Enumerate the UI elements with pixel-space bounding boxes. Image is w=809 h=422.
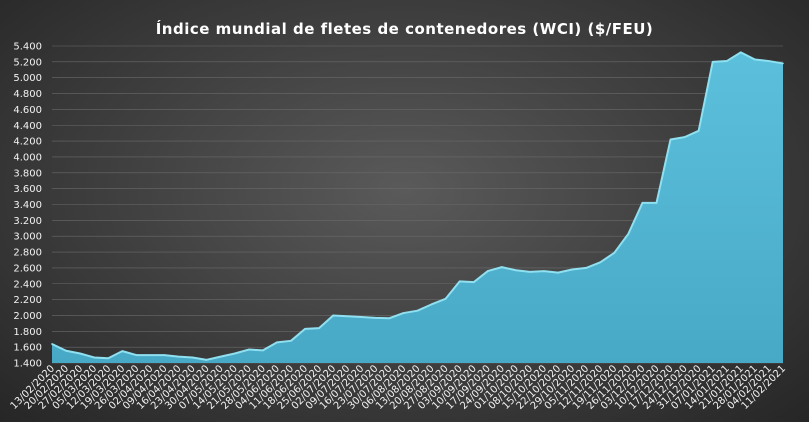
data-point	[697, 129, 700, 132]
data-point	[627, 233, 630, 235]
series-area-layer	[51, 51, 784, 364]
y-tick-label: 4.800	[13, 89, 42, 100]
y-tick-label: 2.200	[13, 295, 42, 306]
data-point	[430, 303, 433, 306]
y-tick-label: 3.000	[13, 232, 42, 243]
y-tick-label: 2.400	[13, 279, 42, 290]
y-tick-label: 4.400	[13, 121, 42, 132]
data-point	[458, 280, 461, 283]
data-point	[402, 312, 405, 314]
data-point	[107, 357, 110, 360]
x-axis: 13/02/202020/02/202027/02/202005/03/2020…	[9, 363, 789, 412]
data-point	[149, 354, 152, 356]
data-point	[782, 62, 784, 65]
chart-title: Índice mundial de fletes de contenedores…	[155, 20, 654, 38]
data-point	[191, 356, 194, 359]
y-tick-label: 3.600	[13, 184, 42, 195]
data-point	[219, 355, 222, 358]
data-point	[585, 267, 587, 269]
data-point	[262, 349, 264, 352]
data-point	[768, 60, 770, 62]
data-point	[472, 281, 475, 283]
y-tick-label: 2.000	[13, 311, 42, 322]
data-point	[683, 136, 686, 138]
data-point	[318, 327, 320, 329]
y-axis: 1.400 1.600 1.800 2.000 2.200 2.400 2.600 2.800…	[13, 42, 42, 370]
data-point	[599, 261, 602, 264]
y-tick-label: 3.800	[13, 168, 42, 179]
y-tick-label: 4.000	[13, 152, 42, 163]
y-tick-label: 5.200	[13, 57, 42, 68]
data-point	[669, 138, 672, 141]
data-point	[543, 270, 545, 272]
y-tick-label: 2.800	[13, 248, 42, 259]
data-point	[205, 359, 208, 361]
data-point	[65, 349, 67, 352]
y-tick-label: 3.200	[13, 216, 42, 227]
data-point	[711, 61, 714, 63]
data-point	[655, 202, 658, 204]
data-point	[641, 202, 644, 204]
data-point	[135, 354, 138, 356]
data-point	[121, 350, 124, 352]
data-point	[276, 341, 278, 344]
data-point	[501, 266, 503, 268]
y-tick-label: 4.600	[13, 105, 42, 116]
data-point	[177, 355, 180, 358]
data-point	[416, 309, 419, 312]
data-point	[515, 269, 517, 272]
y-tick-label: 5.400	[13, 42, 42, 53]
data-point	[79, 352, 81, 355]
y-tick-label: 1.400	[13, 359, 42, 370]
data-point	[374, 317, 377, 319]
data-point	[248, 348, 250, 351]
data-point	[529, 271, 531, 273]
data-point	[444, 298, 447, 300]
data-point	[613, 252, 616, 254]
data-point	[93, 356, 95, 359]
data-point	[346, 315, 349, 318]
y-tick-label: 4.200	[13, 137, 42, 148]
data-point	[304, 328, 306, 330]
data-point	[290, 340, 292, 342]
data-point	[486, 270, 489, 272]
data-point	[740, 51, 742, 54]
data-point	[388, 317, 391, 320]
data-point	[332, 314, 334, 317]
y-tick-label: 1.800	[13, 327, 42, 338]
y-tick-label: 5.000	[13, 73, 42, 84]
y-tick-label: 2.600	[13, 263, 42, 274]
y-tick-label: 1.600	[13, 343, 42, 354]
data-point	[360, 316, 363, 318]
data-point	[754, 58, 756, 61]
data-point	[557, 271, 559, 274]
data-point	[51, 343, 53, 345]
data-point	[725, 60, 728, 62]
y-tick-label: 3.400	[13, 200, 42, 211]
data-point	[233, 352, 236, 355]
data-point	[163, 354, 166, 356]
data-point	[571, 268, 573, 271]
series-area	[52, 52, 783, 364]
